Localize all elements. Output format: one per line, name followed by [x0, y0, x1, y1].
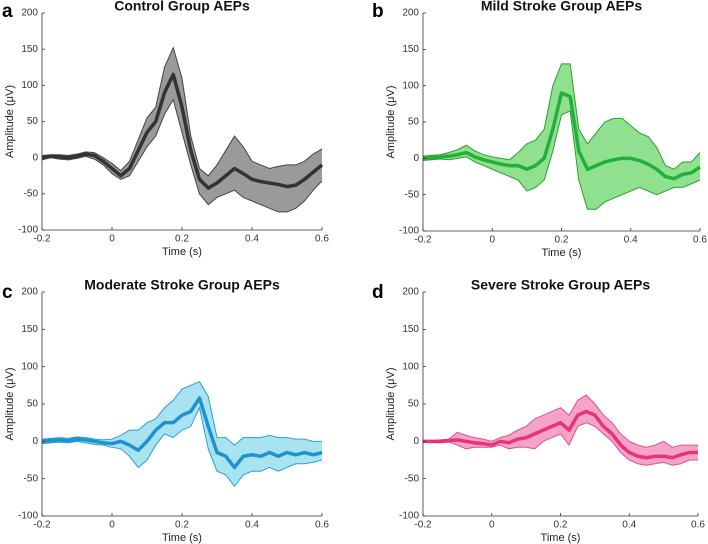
x-tick-label: -0.2 — [414, 235, 432, 246]
subplot: b Mild Stroke Group AEPs -100 -50 0 50 100 150 2… — [372, 0, 707, 259]
x-tick-label: 0.6 — [693, 235, 707, 246]
x-tick-label: 0.6 — [691, 520, 705, 531]
x-tick-label: 0.4 — [245, 520, 259, 531]
x-axis-label: Time (s) — [541, 532, 581, 544]
y-tick-label: 50 — [27, 116, 39, 127]
y-tick-label: 50 — [408, 399, 420, 410]
x-tick-label: 0 — [109, 520, 115, 531]
subplot: d Severe Stroke Group AEPs -100 -50 0 50 100 15… — [372, 277, 705, 544]
band-upper — [41, 46, 323, 177]
band-lower — [41, 406, 323, 487]
mean-line — [41, 72, 324, 190]
y-tick-label: 50 — [27, 399, 39, 410]
y-tick-label: 100 — [21, 80, 38, 91]
y-tick-label: 0 — [32, 436, 38, 447]
y-tick-label: 150 — [402, 324, 419, 335]
x-tick-label: 0.6 — [315, 520, 329, 531]
mean-line — [422, 91, 701, 181]
x-tick-label: -0.2 — [33, 234, 51, 245]
y-axis-label: Amplitude (μV) — [385, 368, 397, 441]
x-axis-label: Time (s) — [162, 246, 202, 258]
y-tick-label: 0 — [32, 152, 38, 163]
x-tick-label: 0.4 — [622, 520, 636, 531]
chart-title: Control Group AEPs — [114, 0, 250, 14]
x-tick-label: 0 — [109, 234, 115, 245]
y-tick-label: 200 — [21, 8, 38, 19]
y-tick-label: 150 — [21, 44, 38, 55]
y-tick-label: -100 — [18, 511, 38, 522]
subplot: a Control Group AEPs -100 -50 0 50 100 150 200 -0… — [2, 0, 329, 258]
panel-label: c — [2, 282, 13, 303]
y-tick-label: 100 — [402, 80, 419, 91]
x-tick-label: 0.2 — [555, 235, 569, 246]
x-tick-label: 0.2 — [175, 234, 189, 245]
chart-title: Moderate Stroke Group AEPs — [84, 277, 280, 293]
x-tick-label: 0.4 — [624, 235, 638, 246]
band-lower — [41, 98, 323, 213]
subplot: c Moderate Stroke Group AEPs -100 -50 0 50 100… — [2, 277, 329, 544]
y-tick-label: 0 — [413, 153, 419, 164]
x-tick-label: 0 — [489, 235, 495, 246]
band-fill — [42, 381, 322, 487]
y-tick-label: 150 — [402, 44, 419, 55]
chart-title: Mild Stroke Group AEPs — [481, 0, 642, 14]
y-tick-label: 200 — [21, 287, 38, 298]
chart-title: Severe Stroke Group AEPs — [471, 277, 650, 293]
mean-line — [41, 396, 323, 470]
y-tick-label: 50 — [408, 117, 420, 128]
band-fill — [423, 395, 698, 466]
band-upper — [41, 380, 322, 446]
band-lower — [422, 110, 701, 210]
y-tick-label: -50 — [405, 473, 420, 484]
y-axis-label: Amplitude (μV) — [385, 86, 397, 159]
y-tick-label: -50 — [24, 188, 39, 199]
y-tick-label: 100 — [402, 361, 419, 372]
y-tick-label: 200 — [402, 8, 419, 19]
band-lower — [423, 422, 698, 466]
x-tick-label: 0.4 — [245, 234, 259, 245]
band-upper — [423, 394, 698, 448]
y-tick-label: 200 — [402, 287, 419, 298]
panel-label: b — [372, 1, 384, 22]
x-tick-label: 0 — [489, 520, 495, 531]
panel-label: d — [372, 282, 384, 303]
y-tick-label: 150 — [21, 324, 38, 335]
y-tick-label: 100 — [21, 361, 38, 372]
x-tick-label: 0.2 — [554, 520, 568, 531]
x-axis-label: Time (s) — [542, 247, 582, 259]
x-tick-label: -0.2 — [33, 520, 51, 531]
x-tick-label: 0.2 — [175, 520, 189, 531]
band-fill — [423, 63, 700, 210]
band-upper — [422, 63, 701, 170]
panel-label: a — [2, 1, 13, 22]
y-tick-label: -100 — [18, 225, 38, 236]
y-axis-label: Amplitude (μV) — [4, 368, 16, 441]
band-fill — [42, 47, 322, 212]
x-axis-label: Time (s) — [162, 532, 202, 544]
mean-line — [423, 409, 698, 460]
x-tick-label: 0.6 — [315, 234, 329, 245]
y-tick-label: -50 — [24, 473, 39, 484]
y-tick-label: 0 — [413, 436, 419, 447]
y-tick-label: -100 — [399, 226, 419, 237]
y-tick-label: -50 — [405, 189, 420, 200]
x-tick-label: -0.2 — [414, 520, 432, 531]
y-tick-label: -100 — [399, 511, 419, 522]
y-axis-label: Amplitude (μV) — [4, 85, 16, 158]
